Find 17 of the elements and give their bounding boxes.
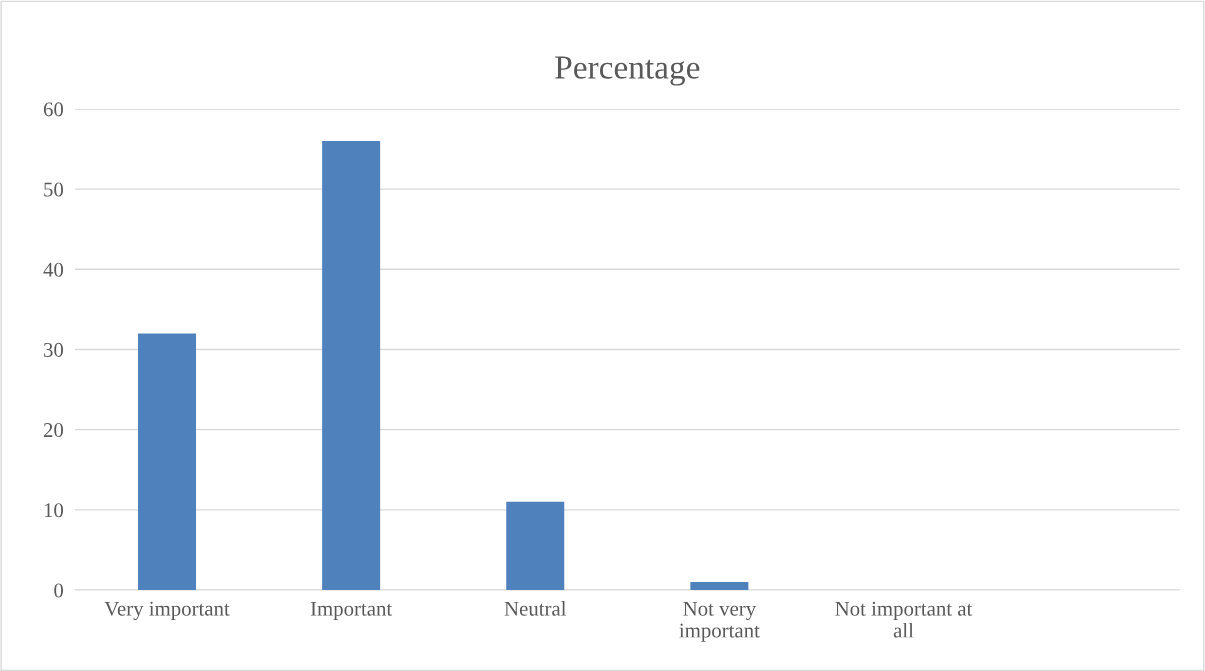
y-tick-label: 0: [54, 583, 64, 598]
bar: [690, 581, 749, 591]
x-tick-label: Neutral: [504, 601, 567, 616]
y-tick-label: 40: [43, 262, 64, 277]
y-tick-label: 50: [44, 182, 64, 197]
x-tick-label: Not very important: [679, 601, 760, 642]
x-tick-label: Very important: [104, 601, 230, 621]
bar: [322, 141, 381, 591]
chart-title: Percentage: [555, 56, 700, 86]
bar: [506, 501, 565, 591]
y-tick-label: 30: [44, 342, 64, 357]
y-tick-label: 10: [44, 503, 64, 518]
x-tick-label: Not important at all: [835, 601, 973, 638]
y-tick-label: 20: [43, 423, 64, 438]
bar: [138, 333, 197, 591]
y-tick-label: 60: [43, 102, 64, 117]
x-tick-label: Important: [310, 601, 393, 621]
